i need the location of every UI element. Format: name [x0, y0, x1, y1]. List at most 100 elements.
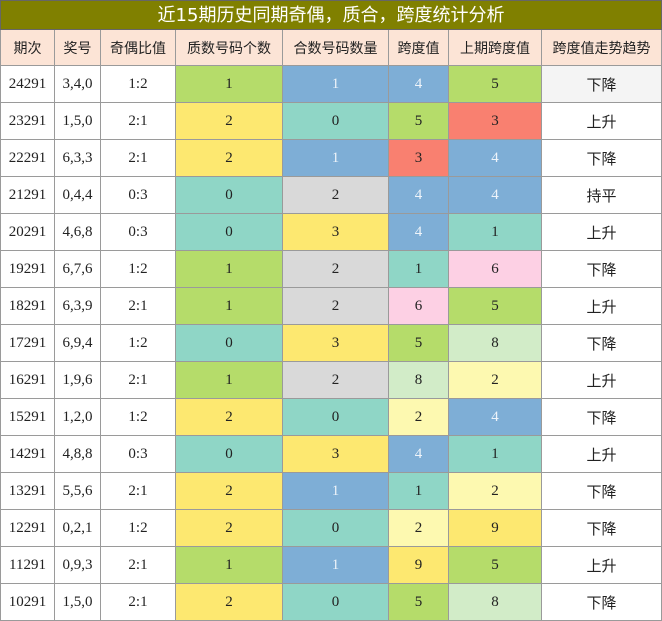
table-cell: 10291: [0, 584, 55, 621]
table-cell: 18291: [0, 288, 55, 325]
table-cell: 24291: [0, 66, 55, 103]
header-cell: 跨度值走势趋势: [542, 30, 662, 66]
table-cell: 2:1: [101, 584, 176, 621]
table-title: 近15期历史同期奇偶，质合，跨度统计分析: [0, 0, 662, 30]
table-cell: 4: [389, 214, 449, 251]
table-cell: 2: [176, 584, 283, 621]
table-cell: 6,9,4: [55, 325, 101, 362]
table-cell: 1: [176, 66, 283, 103]
table-cell: 2: [283, 177, 389, 214]
table-cell: 1: [449, 214, 542, 251]
table-cell: 2: [176, 510, 283, 547]
table-cell: 8: [389, 362, 449, 399]
table-cell: 4,6,8: [55, 214, 101, 251]
table-cell: 1: [389, 251, 449, 288]
table-cell: 2:1: [101, 362, 176, 399]
table-cell: 2:1: [101, 288, 176, 325]
table-cell: 0,9,3: [55, 547, 101, 584]
table-cell: 1: [389, 473, 449, 510]
table-cell: 19291: [0, 251, 55, 288]
trend-cell: 下降: [542, 251, 662, 288]
trend-cell: 下降: [542, 510, 662, 547]
table-cell: 0: [176, 214, 283, 251]
table-cell: 2: [283, 251, 389, 288]
table-cell: 1: [449, 436, 542, 473]
table-cell: 1,5,0: [55, 103, 101, 140]
table-cell: 0: [176, 177, 283, 214]
trend-cell: 下降: [542, 66, 662, 103]
table-cell: 5: [389, 325, 449, 362]
table-cell: 2: [176, 399, 283, 436]
trend-cell: 上升: [542, 362, 662, 399]
trend-cell: 上升: [542, 214, 662, 251]
table-cell: 5: [389, 103, 449, 140]
table-cell: 1,9,6: [55, 362, 101, 399]
table-cell: 2: [176, 473, 283, 510]
table-cell: 1: [176, 288, 283, 325]
table-cell: 0: [283, 584, 389, 621]
table-cell: 2:1: [101, 103, 176, 140]
table-cell: 6: [449, 251, 542, 288]
table-cell: 3: [389, 140, 449, 177]
trend-cell: 上升: [542, 103, 662, 140]
table-cell: 5: [449, 547, 542, 584]
header-cell: 期次: [0, 30, 55, 66]
table-cell: 1: [176, 362, 283, 399]
table-cell: 1:2: [101, 399, 176, 436]
table-cell: 22291: [0, 140, 55, 177]
table-cell: 0: [283, 103, 389, 140]
table-cell: 2: [283, 288, 389, 325]
table-cell: 4: [389, 177, 449, 214]
table-cell: 2: [389, 510, 449, 547]
table-cell: 8: [449, 584, 542, 621]
table-cell: 0: [176, 325, 283, 362]
table-cell: 3: [283, 436, 389, 473]
table-cell: 9: [449, 510, 542, 547]
table-cell: 2: [389, 399, 449, 436]
table-cell: 12291: [0, 510, 55, 547]
table-cell: 5,5,6: [55, 473, 101, 510]
header-cell: 上期跨度值: [449, 30, 542, 66]
table-cell: 2:1: [101, 547, 176, 584]
table-cell: 5: [449, 66, 542, 103]
table-cell: 4: [449, 177, 542, 214]
table-cell: 1:2: [101, 510, 176, 547]
table-cell: 1,2,0: [55, 399, 101, 436]
table-cell: 16291: [0, 362, 55, 399]
header-cell: 合数号码数量: [283, 30, 389, 66]
header-cell: 质数号码个数: [176, 30, 283, 66]
header-cell: 奖号: [55, 30, 101, 66]
trend-cell: 下降: [542, 584, 662, 621]
trend-cell: 上升: [542, 288, 662, 325]
table-cell: 1:2: [101, 251, 176, 288]
table-cell: 6,3,9: [55, 288, 101, 325]
table-cell: 3: [283, 214, 389, 251]
table-cell: 0:3: [101, 436, 176, 473]
trend-cell: 下降: [542, 473, 662, 510]
table-cell: 0,4,4: [55, 177, 101, 214]
trend-cell: 下降: [542, 140, 662, 177]
table-cell: 14291: [0, 436, 55, 473]
table-cell: 11291: [0, 547, 55, 584]
table-cell: 3: [449, 103, 542, 140]
table-cell: 2: [283, 362, 389, 399]
table-cell: 2: [176, 103, 283, 140]
table-cell: 0: [176, 436, 283, 473]
table-cell: 21291: [0, 177, 55, 214]
table-cell: 1: [176, 547, 283, 584]
table-cell: 1: [176, 251, 283, 288]
table-cell: 2: [176, 140, 283, 177]
table-cell: 4: [389, 436, 449, 473]
table-cell: 4: [449, 399, 542, 436]
trend-cell: 持平: [542, 177, 662, 214]
trend-cell: 下降: [542, 399, 662, 436]
table-cell: 4,8,8: [55, 436, 101, 473]
table-cell: 1:2: [101, 66, 176, 103]
table-cell: 6,3,3: [55, 140, 101, 177]
table-cell: 1: [283, 473, 389, 510]
table-cell: 1:2: [101, 325, 176, 362]
table-cell: 0: [283, 510, 389, 547]
table-cell: 4: [389, 66, 449, 103]
table-cell: 2: [449, 362, 542, 399]
